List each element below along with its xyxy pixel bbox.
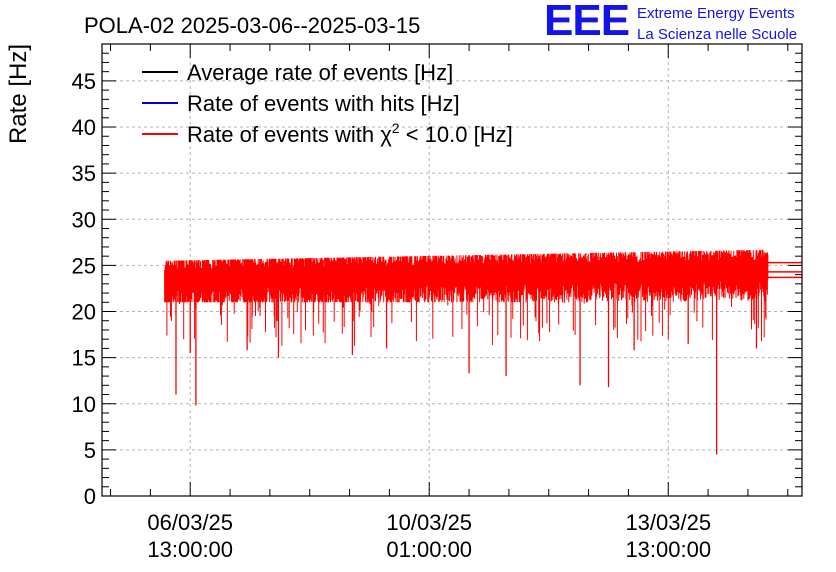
series-layer [164,249,802,455]
x-tick-label-date: 06/03/25 [147,510,233,535]
x-tick-label-time: 13:00:00 [147,537,233,562]
logo-subtitle-2: La Scienza nelle Scuole [637,26,798,43]
y-tick-label: 10 [72,392,96,417]
plot-border [101,43,803,497]
y-tick-label: 15 [72,346,96,371]
x-ticks: 06/03/2513:00:0010/03/2501:00:0013/03/25… [110,44,789,562]
eee-logo-mark: EEE [544,0,630,45]
x-tick-label-date: 10/03/25 [386,510,472,535]
y-tick-label: 35 [72,161,96,186]
y-axis-label: Rate [Hz] [5,44,32,144]
y-tick-label: 5 [84,438,96,463]
y-tick-label: 40 [72,115,96,140]
y-tick-label: 45 [72,69,96,94]
series-chi2-band [164,249,769,346]
legend: Average rate of events [Hz] Rate of event… [142,60,513,147]
y-ticks: 0 5 10 15 20 25 30 35 40 45 [72,43,802,509]
y-tick-label: 0 [84,484,96,509]
logo-subtitle-1: Extreme Energy Events [637,5,795,22]
x-tick-label-date: 13/03/25 [625,510,711,535]
x-tick-label-time: 01:00:00 [386,537,472,562]
legend-label: Average rate of events [Hz] [187,60,453,85]
legend-label: Rate of events with χ2 < 10.0 [Hz] [187,120,513,147]
plot-frame [101,43,803,497]
eee-logo: EEE Extreme Energy Events La Scienza nel… [544,0,834,46]
x-tick-label-time: 13:00:00 [625,537,711,562]
y-tick-label: 25 [72,253,96,278]
chart-title: POLA-02 2025-03-06--2025-03-15 [84,13,420,38]
legend-label: Rate of events with hits [Hz] [187,91,460,116]
y-tick-label: 30 [72,207,96,232]
y-tick-label: 20 [72,300,96,325]
